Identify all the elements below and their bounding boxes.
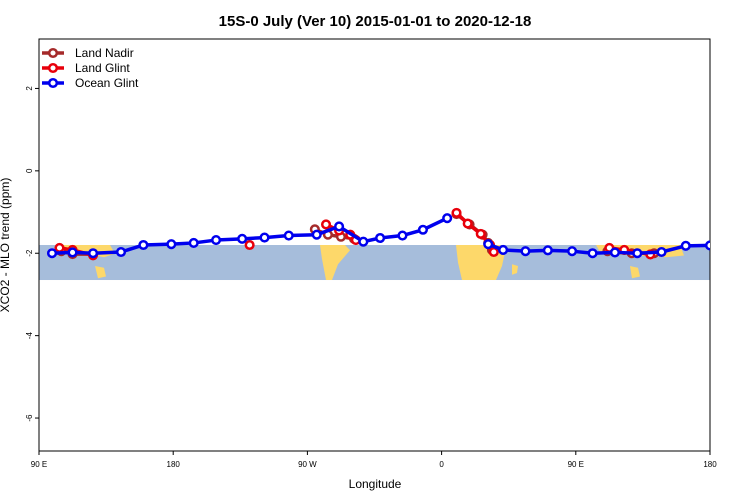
legend-label: Ocean Glint (75, 76, 139, 90)
data-point-land-glint (488, 246, 499, 258)
data-point-ocean-glint (46, 248, 58, 259)
y-tick-label: 2 (25, 86, 34, 91)
data-point-ocean-glint (656, 246, 667, 258)
data-point-land-glint (320, 219, 332, 230)
data-point-ocean-glint (632, 248, 643, 259)
x-tick-label: 90 E (568, 460, 584, 469)
land-south-america (320, 245, 350, 281)
legend-label: Land Glint (75, 61, 130, 75)
legend-swatch-marker (47, 62, 59, 74)
data-point-ocean-glint (417, 224, 429, 235)
y-tick-label: -4 (25, 332, 34, 340)
land-island-mid (512, 264, 518, 275)
data-point-ocean-glint (358, 236, 369, 247)
y-axis: 2 0 -2 -4 -6 (25, 86, 39, 422)
data-point-ocean-glint (283, 230, 294, 241)
data-point-ocean-glint (334, 221, 345, 232)
data-point-ocean-glint (115, 246, 127, 258)
data-point-land-glint (244, 239, 255, 251)
legend-item-land-glint: Land Glint (42, 61, 130, 75)
x-tick-label: 90 W (298, 460, 317, 469)
data-point-ocean-glint (88, 248, 99, 259)
y-tick-label: -2 (25, 249, 34, 257)
data-point-ocean-glint (520, 246, 531, 257)
chart-title: 15S-0 July (Ver 10) 2015-01-01 to 2020-1… (219, 13, 532, 30)
data-point-ocean-glint (442, 213, 453, 224)
series-ocean-glint (46, 213, 710, 259)
data-point-land-glint (451, 207, 462, 218)
x-tick-label: 0 (439, 460, 444, 469)
data-point-ocean-glint (375, 232, 386, 244)
data-point-ocean-glint (483, 239, 494, 250)
data-point-land-glint (475, 228, 486, 239)
ocean-band (39, 245, 710, 281)
data-point-ocean-glint (237, 233, 248, 244)
land-island-west (95, 266, 106, 279)
data-point-ocean-glint (498, 244, 509, 255)
data-point-ocean-glint (259, 232, 270, 243)
series-layer (46, 207, 710, 261)
data-point-ocean-glint (680, 240, 691, 251)
x-axis: 90 E 180 90 W 0 90 E 180 (31, 451, 717, 469)
data-point-land-glint (462, 218, 473, 229)
data-point-ocean-glint (397, 230, 408, 241)
x-axis-label: Longitude (349, 477, 402, 491)
data-point-ocean-glint (67, 247, 78, 258)
data-point-ocean-glint (188, 237, 199, 248)
data-point-land-glint (54, 242, 65, 253)
data-point-ocean-glint (138, 239, 149, 251)
x-tick-label: 180 (703, 460, 717, 469)
data-point-ocean-glint (542, 245, 553, 256)
legend-swatch-marker (47, 47, 59, 59)
x-tick-label: 180 (167, 460, 181, 469)
y-tick-label: -6 (25, 414, 34, 422)
legend-item-land-nadir: Land Nadir (42, 46, 134, 60)
y-axis-label: XCO2 - MLO trend (ppm) (0, 178, 12, 313)
x-tick-label: 90 E (31, 460, 47, 469)
legend-label: Land Nadir (75, 46, 134, 60)
data-point-ocean-glint (587, 248, 598, 259)
land-island-east (630, 266, 640, 279)
legend-item-ocean-glint: Ocean Glint (42, 76, 139, 90)
data-point-ocean-glint (609, 247, 620, 258)
data-point-ocean-glint (311, 229, 322, 240)
data-point-ocean-glint (567, 246, 578, 257)
legend-swatch-marker (47, 77, 59, 89)
data-point-ocean-glint (166, 239, 177, 250)
data-point-ocean-glint (704, 240, 710, 251)
y-tick-label: 0 (25, 168, 34, 173)
data-point-ocean-glint (211, 235, 222, 246)
